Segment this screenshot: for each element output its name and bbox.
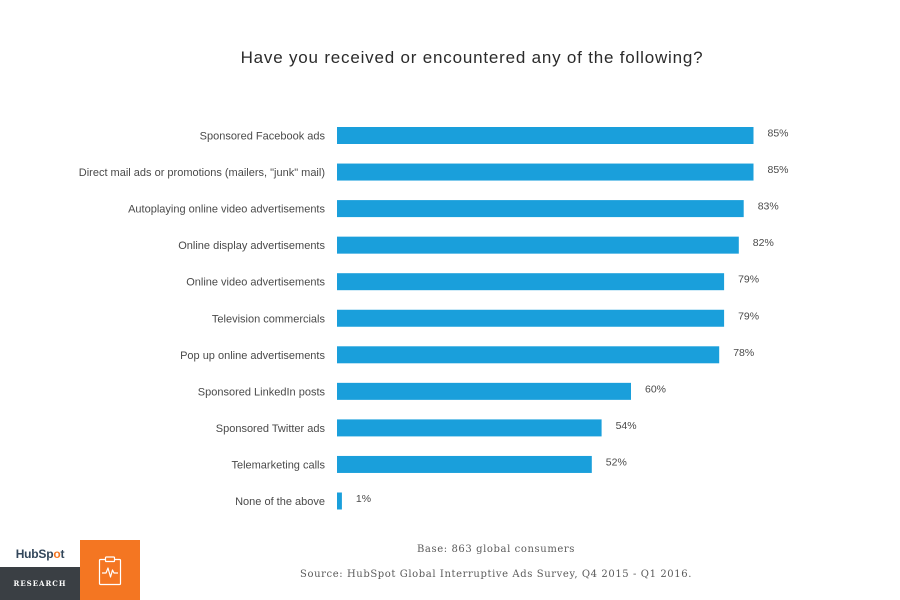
logo-text-main: HubSp: [15, 546, 54, 561]
category-label: Online video advertisements: [186, 277, 325, 289]
category-label: Online display advertisements: [178, 240, 325, 252]
value-label: 79%: [738, 274, 759, 286]
base-note: Base: 863 global consumers: [416, 544, 576, 555]
bar: [337, 419, 602, 437]
category-label: Pop up online advertisements: [180, 350, 325, 362]
logo-text-accent: o: [53, 546, 61, 561]
bar: [337, 200, 744, 218]
bar: [337, 163, 754, 181]
value-label: 52%: [606, 456, 627, 468]
category-label: Direct mail ads or promotions (mailers, …: [79, 167, 325, 179]
logo-text-end: t: [60, 546, 65, 561]
source-note: Source: HubSpot Global Interruptive Ads …: [300, 569, 692, 580]
value-label: 60%: [645, 383, 666, 395]
hubspot-research-badge: HubSp o t RESEARCH: [0, 540, 80, 600]
value-label: 83%: [758, 201, 779, 213]
bar: [337, 127, 754, 144]
bar: [337, 492, 342, 510]
value-label: 85%: [768, 164, 789, 176]
category-label: Sponsored Twitter ads: [216, 423, 326, 435]
category-label: Sponsored Facebook ads: [200, 131, 326, 143]
bar: [337, 346, 720, 364]
hubspot-logo: HubSp o t: [0, 540, 80, 567]
category-label: Television commercials: [212, 313, 326, 325]
chart-title: Have you received or encountered any of …: [240, 48, 704, 67]
bar-chart: Sponsored Facebook ads 85% Direct mail ads…: [79, 127, 789, 510]
research-icon-box: [80, 540, 140, 600]
bar: [337, 309, 725, 327]
value-label: 78%: [733, 347, 754, 359]
category-label: Sponsored LinkedIn posts: [198, 386, 326, 398]
research-tag: RESEARCH: [0, 567, 80, 600]
value-label: 79%: [738, 310, 759, 322]
bar: [337, 273, 725, 291]
category-label: None of the above: [235, 496, 325, 508]
value-label: 54%: [616, 420, 637, 432]
bar: [337, 382, 631, 400]
bar: [337, 455, 592, 473]
bar: [337, 236, 739, 254]
category-label: Telemarketing calls: [231, 459, 325, 471]
value-label: 85%: [768, 128, 789, 140]
value-label: 82%: [753, 237, 774, 249]
clipboard-pulse-icon: [98, 556, 122, 586]
value-label: 1%: [356, 493, 371, 505]
category-label: Autoplaying online video advertisements: [128, 204, 325, 216]
